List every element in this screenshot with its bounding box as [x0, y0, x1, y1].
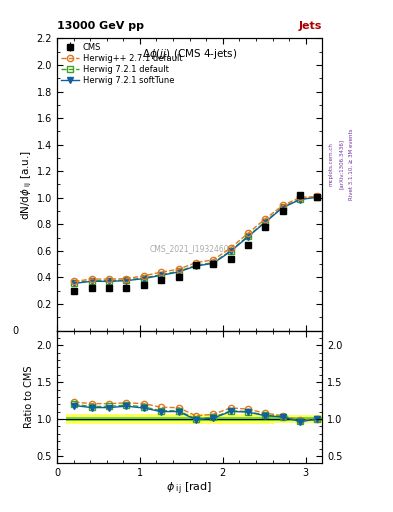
Text: CMS_2021_I1932460: CMS_2021_I1932460	[150, 244, 230, 253]
X-axis label: $\phi_{\rm\ ij}$ [rad]: $\phi_{\rm\ ij}$ [rad]	[167, 481, 213, 497]
Text: 13000 GeV pp: 13000 GeV pp	[57, 21, 144, 31]
Text: 0: 0	[13, 326, 18, 335]
Y-axis label: dN/d$\phi_{\rm\ ij}$ [a.u.]: dN/d$\phi_{\rm\ ij}$ [a.u.]	[19, 150, 34, 220]
Y-axis label: Ratio to CMS: Ratio to CMS	[24, 366, 34, 428]
Text: $\Delta\phi(\mathit{jj})$ (CMS 4-jets): $\Delta\phi(\mathit{jj})$ (CMS 4-jets)	[142, 47, 237, 61]
Legend: CMS, Herwig++ 2.7.1 default, Herwig 7.2.1 default, Herwig 7.2.1 softTune: CMS, Herwig++ 2.7.1 default, Herwig 7.2.…	[59, 41, 184, 87]
Text: Jets: Jets	[299, 21, 322, 31]
Text: [arXiv:1306.3436]: [arXiv:1306.3436]	[339, 139, 344, 189]
Text: mcplots.cern.ch: mcplots.cern.ch	[328, 142, 333, 186]
Text: Rivet 3.1.10, ≥ 3M events: Rivet 3.1.10, ≥ 3M events	[349, 128, 354, 200]
